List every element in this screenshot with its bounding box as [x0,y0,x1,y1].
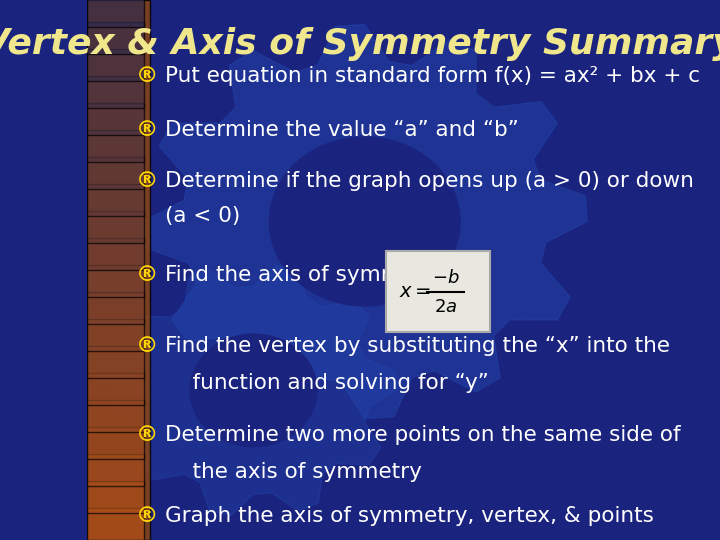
Text: ®: ® [136,505,158,526]
Text: ®: ® [136,424,158,445]
FancyBboxPatch shape [86,103,145,135]
FancyBboxPatch shape [86,292,145,324]
Text: $2a$: $2a$ [434,298,457,316]
Text: function and solving for “y”: function and solving for “y” [166,373,489,394]
Text: Find the vertex by substituting the “x” into the: Find the vertex by substituting the “x” … [166,335,670,356]
FancyBboxPatch shape [86,265,145,297]
FancyBboxPatch shape [86,454,145,486]
FancyBboxPatch shape [86,238,145,270]
Text: the axis of symmetry: the axis of symmetry [166,462,422,483]
FancyBboxPatch shape [86,49,145,81]
Text: ®: ® [136,65,158,86]
FancyBboxPatch shape [86,427,145,459]
Text: Put equation in standard form f(x) = ax² + bx + c: Put equation in standard form f(x) = ax²… [166,65,701,86]
FancyBboxPatch shape [86,346,145,378]
FancyBboxPatch shape [86,400,145,432]
Text: (a < 0): (a < 0) [166,206,240,226]
Text: Vertex & Axis of Symmetry Summary: Vertex & Axis of Symmetry Summary [0,27,720,61]
Polygon shape [143,24,587,418]
FancyBboxPatch shape [86,508,145,540]
Text: $-b$: $-b$ [432,269,459,287]
Text: $x=$: $x=$ [399,282,431,301]
FancyBboxPatch shape [86,184,145,216]
FancyBboxPatch shape [86,211,145,243]
FancyBboxPatch shape [86,76,145,108]
FancyBboxPatch shape [86,481,145,513]
FancyBboxPatch shape [86,0,150,540]
Text: Determine two more points on the same side of: Determine two more points on the same si… [166,424,681,445]
Circle shape [269,137,460,306]
Text: ®: ® [136,119,158,140]
Text: Graph the axis of symmetry, vertex, & points: Graph the axis of symmetry, vertex, & po… [166,505,654,526]
Text: ®: ® [136,171,158,191]
Text: Determine the value “a” and “b”: Determine the value “a” and “b” [166,119,519,140]
Text: Determine if the graph opens up (a > 0) or down: Determine if the graph opens up (a > 0) … [166,171,694,191]
FancyBboxPatch shape [385,251,490,332]
Text: ®: ® [136,335,158,356]
FancyBboxPatch shape [86,0,145,27]
FancyBboxPatch shape [86,319,145,351]
FancyBboxPatch shape [86,373,145,405]
FancyBboxPatch shape [86,22,145,54]
Circle shape [190,334,317,447]
Polygon shape [111,265,397,516]
Text: ®: ® [136,265,158,286]
FancyBboxPatch shape [86,157,145,189]
FancyBboxPatch shape [86,130,145,162]
Text: Find the axis of symmetry:: Find the axis of symmetry: [166,265,451,286]
